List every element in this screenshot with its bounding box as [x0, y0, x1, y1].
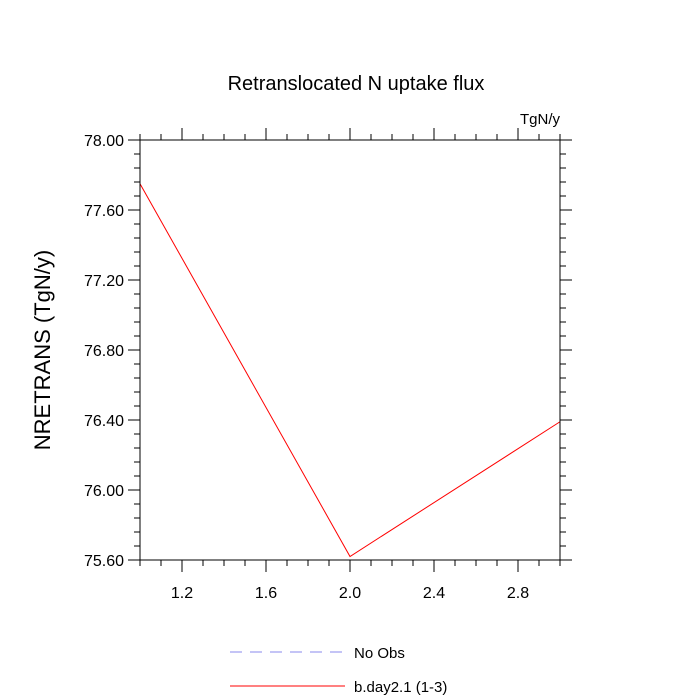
axis-ticks: 1.2 1.6 2.0 2.4 2.8 75.60 76.00 76.40 76.80 77.20…: [84, 128, 572, 602]
units-label: TgN/y: [520, 111, 561, 128]
y-tick-label: 76.80: [84, 343, 124, 360]
y-axis-label: NRETRANS (TgN/y): [30, 250, 55, 450]
plot-frame: [139, 139, 561, 561]
x-tick-label: 1.6: [255, 585, 277, 602]
series-line: [139, 183, 561, 558]
legend-label: b.day2.1 (1-3): [354, 679, 447, 696]
x-tick-label: 1.2: [171, 585, 193, 602]
x-tick-label: 2.4: [423, 585, 445, 602]
y-tick-label: 77.60: [84, 203, 124, 220]
chart-title: Retranslocated N uptake flux: [228, 73, 485, 95]
y-tick-label: 76.40: [84, 413, 124, 430]
x-tick-label: 2.8: [507, 585, 529, 602]
y-tick-label: 76.00: [84, 483, 124, 500]
series-layer: [139, 183, 561, 558]
y-tick-label: 75.60: [84, 553, 124, 570]
y-tick-label: 77.20: [84, 273, 124, 290]
legend: No Obs b.day2.1 (1-3): [230, 645, 447, 696]
y-tick-label: 78.00: [84, 133, 124, 150]
legend-label: No Obs: [354, 645, 405, 662]
x-tick-label: 2.0: [339, 585, 361, 602]
